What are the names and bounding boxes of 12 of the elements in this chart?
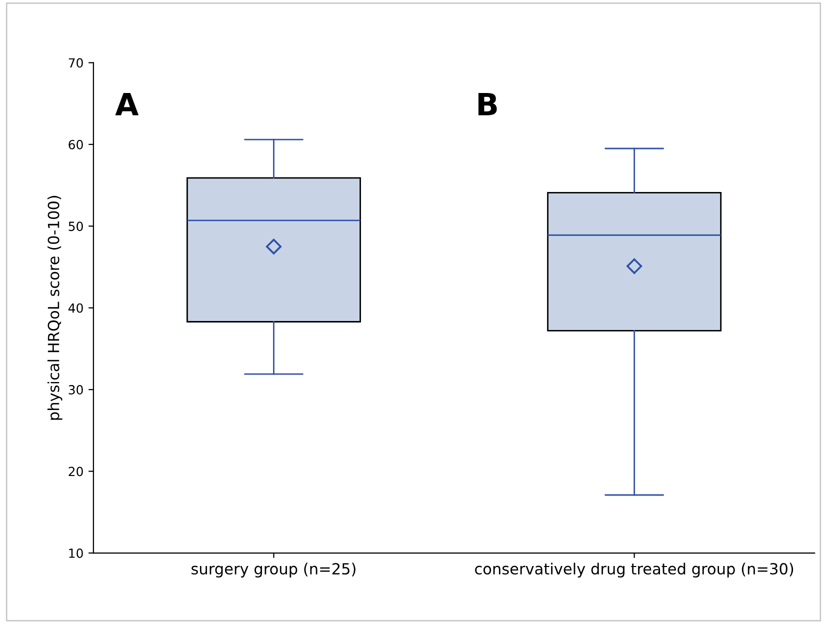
y-tick-label: 40: [68, 303, 83, 313]
annotation: A: [115, 92, 139, 116]
y-axis-title: physical HRQoL score (0-100): [47, 196, 62, 420]
y-tick-label: 20: [68, 466, 83, 476]
x-tick-label: surgery group (n=25): [192, 562, 356, 578]
y-tick-label: 10: [69, 548, 83, 558]
y-tick-label: 60: [68, 140, 83, 150]
annotation: B: [478, 92, 497, 116]
y-tick-label: 50: [68, 222, 83, 232]
x-tick-label: conservatively drug treated group (n=30): [475, 562, 794, 578]
y-tick-label: 30: [68, 385, 83, 395]
y-tick-label: 70: [68, 58, 83, 68]
